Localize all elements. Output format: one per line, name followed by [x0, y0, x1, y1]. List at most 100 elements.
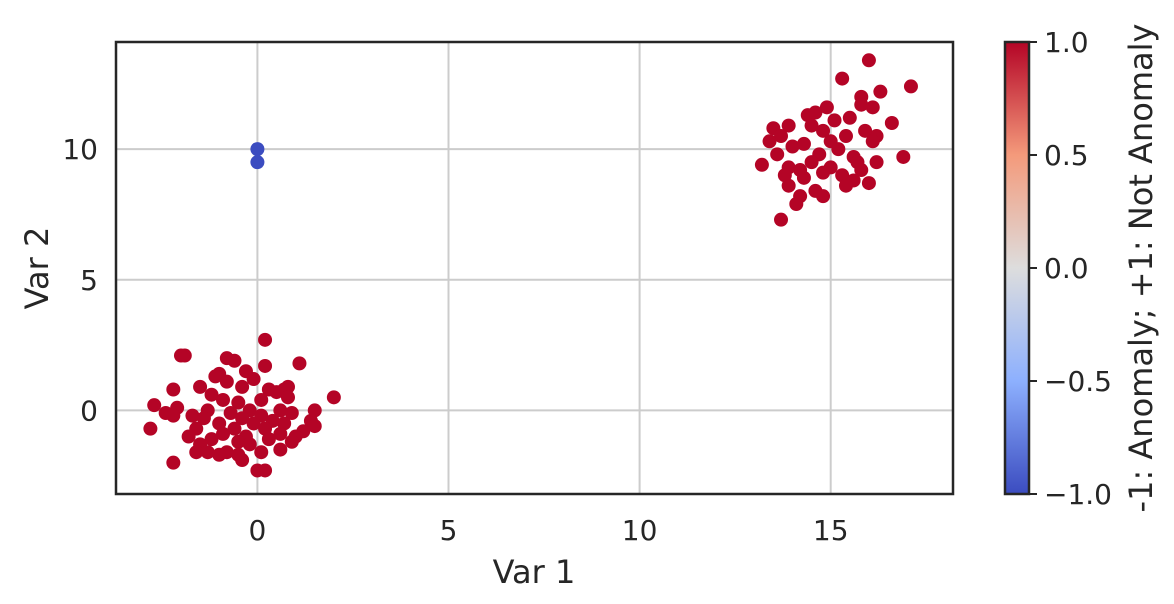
plot-frame: [114, 40, 955, 496]
x-axis-label: Var 1: [493, 553, 576, 591]
colorbar: [1003, 40, 1031, 496]
normal-point: [835, 71, 850, 86]
colorbar-label: -1: Anomaly; +1: Not Anomaly: [1122, 24, 1160, 513]
normal-point: [216, 392, 231, 407]
normal-point: [235, 411, 250, 426]
normal-point: [166, 382, 181, 397]
normal-point: [754, 157, 769, 172]
anomaly-point: [250, 155, 265, 170]
normal-point: [781, 118, 796, 133]
normal-point: [785, 139, 800, 154]
normal-point: [185, 408, 200, 423]
normal-point: [147, 398, 162, 413]
y-tick-label: 0: [80, 394, 98, 427]
normal-point: [261, 432, 276, 447]
colorbar-ticks: −1.0 −0.5 0.0 0.5 1.0: [1029, 26, 1112, 511]
normal-point: [189, 445, 204, 460]
normal-point: [254, 392, 269, 407]
colorbar-tick-label: −1.0: [1044, 478, 1112, 511]
normal-point: [816, 189, 831, 204]
normal-point: [326, 390, 341, 405]
y-tick-label: 5: [80, 264, 98, 297]
normal-point: [242, 437, 257, 452]
normal-point: [231, 434, 246, 449]
normal-point: [774, 212, 789, 227]
normal-point: [842, 110, 857, 125]
x-tick-label: 5: [440, 514, 458, 547]
normal-point: [269, 385, 284, 400]
normal-point: [858, 123, 873, 138]
normal-point: [796, 136, 811, 151]
normal-point: [235, 453, 250, 468]
normal-point: [804, 155, 819, 170]
normal-point: [227, 353, 242, 368]
normal-point: [166, 408, 181, 423]
normal-point: [273, 403, 288, 418]
y-axis-label: Var 2: [18, 227, 56, 310]
normal-point: [831, 142, 846, 157]
normal-point: [861, 176, 876, 191]
colorbar-tick-label: −0.5: [1044, 365, 1112, 398]
normal-point: [854, 163, 869, 178]
normal-point: [181, 429, 196, 444]
normal-point: [173, 348, 188, 363]
normal-point: [292, 356, 307, 371]
normal-point: [903, 79, 918, 94]
normal-point: [819, 100, 834, 115]
normal-point: [774, 129, 789, 144]
normal-point: [804, 118, 819, 133]
normal-point: [212, 447, 227, 462]
normal-point: [762, 134, 777, 149]
normal-point: [827, 113, 842, 128]
x-axis-ticks: 0 5 10 15: [248, 514, 848, 547]
colorbar-tick-label: 0.5: [1044, 139, 1089, 172]
normal-point: [781, 178, 796, 193]
x-tick-label: 10: [622, 514, 658, 547]
normal-point: [770, 147, 785, 162]
normal-point: [796, 170, 811, 185]
normal-point: [808, 105, 823, 120]
normal-point: [896, 149, 911, 164]
normal-point: [854, 97, 869, 112]
normal-point: [143, 421, 158, 436]
normal-point: [254, 445, 269, 460]
normal-point: [246, 372, 261, 387]
y-tick-label: 10: [62, 133, 98, 166]
normal-point: [816, 165, 831, 180]
normal-point: [204, 387, 219, 402]
normal-point: [284, 406, 299, 421]
normal-point: [273, 426, 288, 441]
normal-point: [231, 395, 246, 410]
normal-point: [280, 390, 295, 405]
normal-point: [196, 411, 211, 426]
normal-point: [816, 123, 831, 138]
normal-point: [869, 155, 884, 170]
anomaly-point: [250, 142, 265, 157]
normal-point: [223, 406, 238, 421]
normal-point: [861, 53, 876, 68]
normal-point: [838, 129, 853, 144]
normal-point: [838, 178, 853, 193]
data-points: [143, 53, 918, 478]
normal-point: [208, 369, 223, 384]
normal-point: [204, 432, 219, 447]
normal-point: [227, 421, 242, 436]
normal-point: [789, 196, 804, 211]
normal-point: [235, 379, 250, 394]
normal-point: [273, 442, 288, 457]
normal-point: [865, 134, 880, 149]
normal-point: [258, 358, 273, 373]
normal-point: [246, 416, 261, 431]
normal-point: [258, 463, 273, 478]
normal-point: [865, 100, 880, 115]
normal-point: [216, 426, 231, 441]
normal-point: [884, 115, 899, 130]
colorbar-tick-label: 0.0: [1044, 252, 1089, 285]
normal-point: [166, 455, 181, 470]
normal-point: [873, 84, 888, 99]
x-tick-label: 0: [248, 514, 266, 547]
normal-point: [200, 445, 215, 460]
y-axis-ticks: 0 5 10: [62, 133, 98, 427]
